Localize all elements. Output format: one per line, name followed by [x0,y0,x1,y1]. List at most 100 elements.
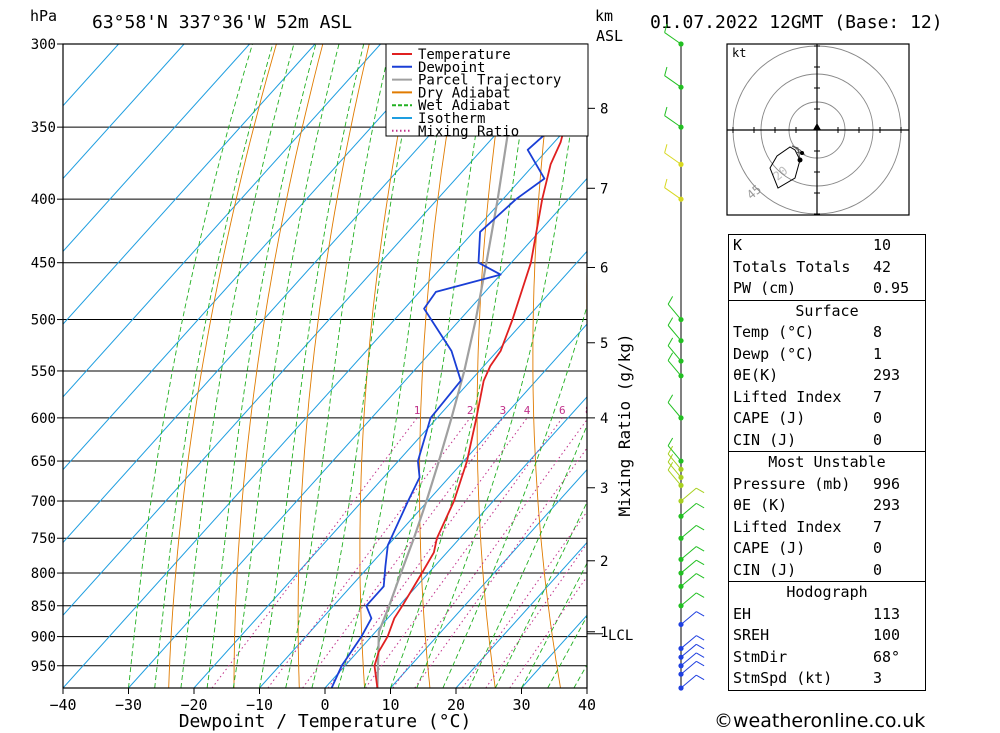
wind-barb-shaft [667,345,682,362]
mixing-ratio-label: 16 [647,404,660,417]
wind-barb-flag [667,437,674,446]
wet-adiabat-line [259,44,365,688]
hodograph-heading: Hodograph [786,583,868,601]
isotherm-line [63,44,250,253]
mixing-ratio-axis-title: Mixing Ratio (g/kg) [615,333,634,516]
indices-hodograph: Hodograph EH 113 SREH 100 StmDir 68° StmSpd… [728,581,926,691]
index-row: CAPE (J) 0 [733,539,883,557]
wet-adiabat-line [547,615,587,688]
isotherm-line [128,177,587,688]
hodograph-unit: kt [732,46,746,60]
wind-barb-shaft [680,652,697,667]
datetime-title: 01.07.2022 12GMT (Base: 12) [650,12,943,33]
wet-adiabat-line [206,44,317,688]
index-row: Lifted Index 7 [733,517,883,536]
hodograph: kt 45 20 [726,43,910,216]
mixing-ratio-line [414,447,587,688]
wind-barb-flag [664,66,668,76]
wind-barb-shaft [680,660,697,675]
wind-barb-shaft [680,525,697,539]
wind-barb-flag [696,592,705,598]
pressure-tick-label: 850 [31,599,56,615]
dry-adiabat-line [927,44,1000,688]
wet-adiabat-line [337,44,454,688]
index-row: StmSpd (kt) 3 [733,669,883,687]
wind-barb-flag [696,660,705,667]
index-row: StmDir 68° [733,647,901,666]
x-axis-title: Dewpoint / Temperature (°C) [179,711,472,732]
hodograph-storm-dot [797,157,803,163]
km-tick-label: 5 [600,336,608,352]
index-row: Lifted Index 7 [733,387,883,406]
km-tick-label: 4 [600,411,608,427]
index-row: PW (cm) 0.95 [733,279,910,297]
indices-surface: Surface Temp (°C) 8 Dewp (°C) 1 θE(K) 293 L… [728,299,926,451]
mixing-ratio-line [267,417,471,688]
legend-label: Wet Adiabat [418,98,511,114]
hodograph-surface-dot [800,151,804,155]
indices-general: K 10 Totals Totals 42 PW (cm) 0.95 [728,234,926,300]
wind-barb-flag [696,674,705,681]
index-row: K 10 [733,236,892,254]
mixing-ratio-line [364,417,563,688]
wind-barb-shaft [680,674,697,689]
index-row: Temp (°C) 8 [733,323,883,341]
index-row: Totals Totals 42 [733,257,892,276]
wind-barb-flag [664,106,668,116]
wind-barb-flag [696,652,705,658]
mixing-ratio-line [211,417,418,688]
temperature-tick-label: 10 [381,696,399,714]
index-row: Pressure (mb) 996 [733,474,901,493]
index-row: Dewp (°C) 1 [733,344,883,363]
legend-label: Dry Adiabat [418,85,511,101]
hodograph-origin-marker [813,123,821,130]
mixing-ratio-label: 2 [467,404,474,417]
wind-barb-flag [667,462,674,471]
mixing-ratio-label: 6 [559,404,566,417]
wind-barb-shaft [667,303,682,320]
copyright-link[interactable]: ©weatheronline.co.uk [714,710,926,732]
dry-adiabat-line [476,44,509,688]
temperature-tick-label: −30 [115,696,142,714]
wind-barb-shaft [680,487,697,502]
index-row: CAPE (J) 0 [733,409,883,427]
wind-barb-shaft [664,75,682,88]
wind-barb-shaft [664,152,682,165]
legend-label: Dewpoint [418,60,485,76]
wind-barb-shaft [680,643,697,658]
dry-adiabat-line [297,44,370,688]
km-tick-label: 8 [600,101,608,117]
pressure-tick-label: 750 [31,531,56,547]
isotherm-line [63,44,381,398]
km-tick-label: 1 [600,625,608,641]
wind-barb-flag [696,611,705,617]
pressure-tick-label: 350 [31,120,56,136]
isotherm-line [63,44,447,471]
indices-most-unstable: Most Unstable Pressure (mb) 996 θE (K) 293… [728,451,926,581]
indices-panel: K 10 Totals Totals 42 PW (cm) 0.95 Surface … [728,234,926,691]
most-unstable-heading: Most Unstable [768,453,886,471]
dry-adiabat-line [359,44,417,688]
wind-barb-flag [667,352,674,361]
profile-lines: 1 2 3 4 6 8 10 16 20 25 [330,44,705,688]
dry-adiabat-line [168,44,277,688]
wind-barb-shaft [680,559,697,574]
mixing-ratio-line [461,510,587,688]
isotherm-line [63,44,316,325]
wind-profile [664,23,705,691]
mixing-ratio-label: 25 [692,404,705,417]
surface-heading: Surface [795,301,859,320]
mixing-ratio-line [485,542,587,688]
isotherm-line [63,44,185,180]
km-tick-label: 2 [600,554,608,570]
location-title: 63°58'N 337°36'W 52m ASL [92,12,352,33]
pressure-tick-label: 300 [31,37,56,53]
index-row: SREH 100 [733,626,901,644]
index-row: CIN (J) 0 [733,560,883,579]
temperature-line [373,67,587,688]
isotherm-line [193,250,587,688]
pressure-tick-label: 450 [31,256,56,272]
wind-barb-shaft [664,187,682,200]
